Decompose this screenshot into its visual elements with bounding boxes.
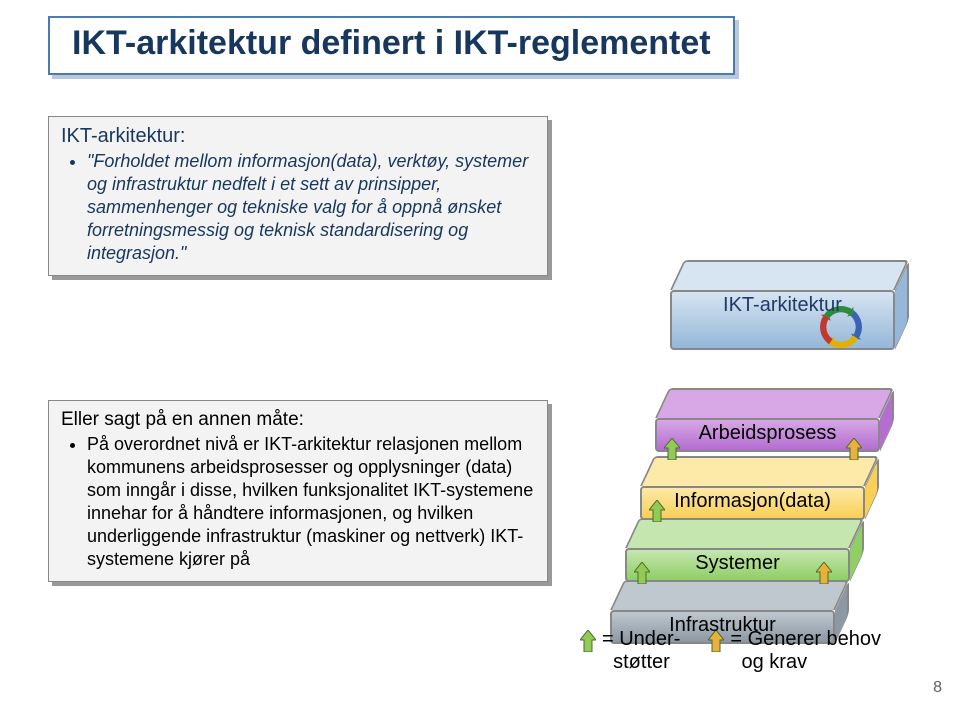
alt-explanation-bullet: På overordnet nivå er IKT-arkitektur rel… [87, 433, 535, 571]
definition-list: "Forholdet mellom informasjon(data), ver… [61, 150, 535, 265]
title-box: IKT-arkitektur definert i IKT-reglemente… [48, 16, 735, 75]
stack-layer-label: Infrastruktur [669, 614, 776, 636]
stack-layer-label: IKT-arkitektur [723, 294, 842, 316]
alt-explanation-heading: Eller sagt på en annen måte: [61, 409, 535, 431]
alt-explanation-panel: Eller sagt på en annen måte: På overordn… [48, 400, 548, 582]
page-number: 8 [933, 679, 942, 697]
architecture-stack-diagram: InfrastrukturSystemerInformasjon(data)Ar… [610, 260, 910, 630]
alt-explanation-list: På overordnet nivå er IKT-arkitektur rel… [61, 433, 535, 571]
stack-layer-label: Informasjon(data) [674, 490, 831, 512]
stack-layer-label: Systemer [695, 552, 779, 574]
up-arrow-icon [664, 438, 680, 460]
up-arrow-icon [580, 630, 596, 658]
slide: IKT-arkitektur definert i IKT-reglemente… [0, 0, 960, 705]
definition-panel: IKT-arkitektur: "Forholdet mellom inform… [48, 116, 548, 276]
definition-heading: IKT-arkitektur: [61, 125, 535, 148]
legend-item: = Under- støtter [580, 628, 680, 674]
definition-bullet: "Forholdet mellom informasjon(data), ver… [87, 150, 535, 265]
up-arrow-icon [846, 438, 862, 460]
up-arrow-icon [634, 562, 650, 584]
up-arrow-icon [649, 500, 665, 522]
stack-layer-label: Arbeidsprosess [699, 422, 837, 444]
slide-title: IKT-arkitektur definert i IKT-reglemente… [72, 24, 711, 63]
up-arrow-icon [816, 562, 832, 584]
